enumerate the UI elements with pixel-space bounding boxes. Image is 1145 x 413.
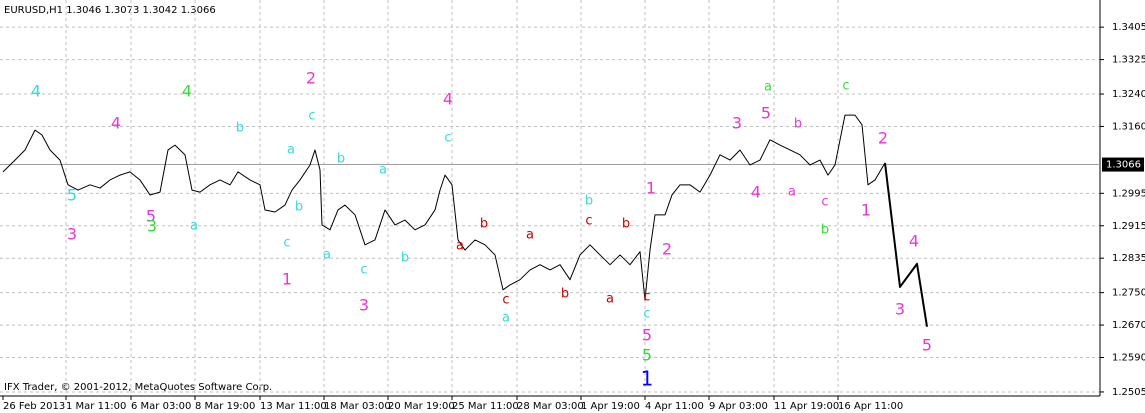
y-tick-label: 1.3325 xyxy=(1112,55,1145,66)
wave-label: 4 xyxy=(751,183,761,202)
x-tick-label: 1 Mar 11:00 xyxy=(66,401,126,412)
wave-label: a xyxy=(456,239,464,254)
credit: IFX Trader, © 2001-2012, MetaQuotes Soft… xyxy=(4,382,272,393)
x-tick-label: 4 Apr 11:00 xyxy=(645,401,704,412)
wave-label: b xyxy=(622,217,630,232)
price-line xyxy=(2,114,886,301)
wave-label: a xyxy=(287,143,295,158)
wave-label: 3 xyxy=(147,217,157,236)
wave-label: 3 xyxy=(732,114,742,133)
wave-label: 1 xyxy=(646,179,656,198)
x-tick-label: 20 Mar 19:00 xyxy=(388,401,455,412)
y-tick-label: 1.2915 xyxy=(1112,221,1145,232)
x-tick-label: 26 Feb 2013 xyxy=(3,401,65,412)
wave-label: 5 xyxy=(642,326,652,345)
wave-label: b xyxy=(337,152,345,167)
x-tick-label: 28 Mar 03:00 xyxy=(517,401,584,412)
y-tick-label: 1.3240 xyxy=(1112,89,1145,100)
wave-label: b xyxy=(585,194,593,209)
wave-label: 5 xyxy=(67,186,77,205)
wave-label: a xyxy=(606,292,614,307)
wave-label: c xyxy=(444,131,451,146)
wave-label: 5 xyxy=(146,207,156,226)
wave-label: 3 xyxy=(359,296,369,315)
wave-label: c xyxy=(842,79,849,94)
x-tick-label: 1 Apr 19:00 xyxy=(581,401,640,412)
wave-label: 4 xyxy=(31,82,41,101)
last-price-box xyxy=(1102,157,1144,172)
wave-label: 2 xyxy=(662,240,672,259)
wave-label: c xyxy=(360,263,367,278)
wave-label: a xyxy=(764,80,772,95)
wave-label: b xyxy=(561,287,569,302)
y-tick-label: 1.3405 xyxy=(1112,22,1145,33)
x-tick-label: 16 Apr 11:00 xyxy=(838,401,903,412)
y-tick-label: 1.2505 xyxy=(1112,387,1145,398)
wave-label: 4 xyxy=(909,232,919,251)
wave-label: 2 xyxy=(878,129,888,148)
wave-label: 3 xyxy=(895,300,905,319)
wave-label: c xyxy=(283,236,290,251)
y-tick-label: 1.2670 xyxy=(1112,320,1145,331)
y-tick-label: 1.2835 xyxy=(1112,253,1145,264)
wave-label: a xyxy=(788,185,796,200)
y-tick-label: 1.2750 xyxy=(1112,288,1145,299)
x-tick-label: 18 Mar 03:00 xyxy=(324,401,391,412)
wave-label: c xyxy=(502,293,509,308)
wave-label: c xyxy=(643,307,650,322)
wave-label: a xyxy=(526,228,534,243)
x-tick-label: 13 Mar 11:00 xyxy=(260,401,327,412)
x-tick-label: 6 Mar 03:00 xyxy=(131,401,191,412)
wave-label: b xyxy=(480,217,488,232)
y-tick-label: 1.2590 xyxy=(1112,352,1145,363)
wave-label: 1 xyxy=(861,201,871,220)
wave-label: 1 xyxy=(641,367,654,391)
y-tick-label: 1.3160 xyxy=(1112,121,1145,132)
wave-label: b xyxy=(821,223,829,238)
wave-label: c xyxy=(308,109,315,124)
wave-label: 2 xyxy=(306,69,316,88)
wave-label: 5 xyxy=(922,336,932,355)
x-tick-label: 11 Apr 19:00 xyxy=(774,401,839,412)
wave-label: 4 xyxy=(182,82,192,101)
wave-label: 4 xyxy=(111,114,121,133)
wave-label: 1 xyxy=(282,270,292,289)
last-price-label: 1.3066 xyxy=(1106,160,1141,171)
x-tick-label: 9 Apr 03:00 xyxy=(709,401,768,412)
y-tick-label: 1.2995 xyxy=(1112,188,1145,199)
x-tick-label: 8 Mar 19:00 xyxy=(195,401,255,412)
wave-label: b xyxy=(295,200,303,215)
wave-label: a xyxy=(379,163,387,178)
wave-label: a xyxy=(323,248,331,263)
chart-title: EURUSD,H1 1.3046 1.3073 1.3042 1.3066 xyxy=(4,5,216,16)
wave-label: a xyxy=(502,311,510,326)
x-tick-label: 25 Mar 11:00 xyxy=(452,401,519,412)
wave-label: 4 xyxy=(443,90,453,109)
wave-label: 3 xyxy=(67,225,77,244)
wave-label: 5 xyxy=(642,346,652,365)
wave-label: 5 xyxy=(761,104,771,123)
wave-label: c xyxy=(643,290,650,305)
wave-label: a xyxy=(190,219,198,234)
wave-label: c xyxy=(585,214,592,229)
wave-label: b xyxy=(401,251,409,266)
wave-label: b xyxy=(236,121,244,136)
wave-label: b xyxy=(794,117,802,132)
wave-label: c xyxy=(821,195,828,210)
price-line xyxy=(884,162,928,327)
